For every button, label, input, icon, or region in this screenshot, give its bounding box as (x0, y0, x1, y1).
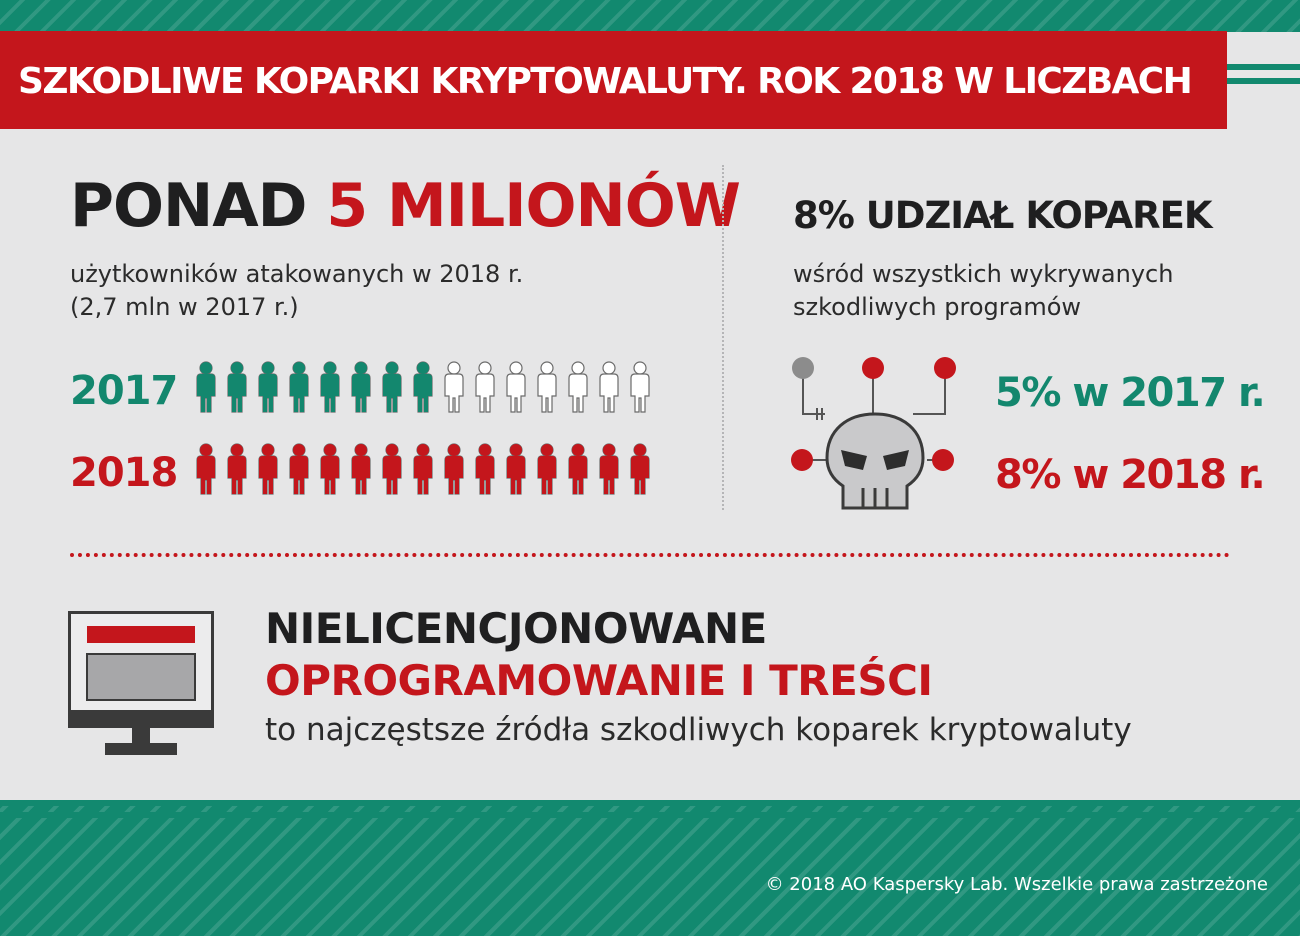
sources-line-2: OPROGRAMOWANIE I TREŚCI (265, 656, 933, 705)
person-icon (352, 362, 370, 412)
page-title: SZKODLIWE KOPARKI KRYPTOWALUTY. ROK 2018… (18, 61, 1193, 102)
person-icon (383, 362, 401, 412)
footer-line (0, 800, 1300, 806)
person-icon (290, 444, 308, 494)
users-subtitle-1: użytkowników atakowanych w 2018 r. (70, 260, 524, 288)
person-icon (507, 444, 525, 494)
person-icon (259, 362, 277, 412)
share-2018: 8% w 2018 r. (995, 452, 1266, 498)
content-panel (0, 32, 1300, 800)
sources-line-3: to najczęstsze źródła szkodliwych kopare… (265, 712, 1132, 748)
skull-circuit-icon (791, 357, 956, 510)
year-label-2017: 2017 (70, 368, 178, 414)
person-icon (631, 444, 649, 494)
copyright: © 2018 AO Kaspersky Lab. Wszelkie prawa … (765, 874, 1268, 895)
person-icon (506, 361, 526, 413)
person-icon (600, 444, 618, 494)
share-subtitle-2: szkodliwych programów (793, 293, 1082, 321)
person-icon (630, 361, 650, 413)
share-subtitle-1: wśród wszystkich wykrywanych (793, 260, 1174, 288)
person-icon (414, 444, 432, 494)
person-icon (538, 444, 556, 494)
person-icon (228, 362, 246, 412)
person-icon (476, 444, 494, 494)
person-icon (197, 444, 215, 494)
person-icon (321, 444, 339, 494)
header-bar (0, 31, 1227, 129)
person-icon (259, 444, 277, 494)
person-icon (445, 444, 463, 494)
sources-line-1: NIELICENCJONOWANE (265, 604, 767, 653)
person-icon (569, 444, 587, 494)
person-icon (475, 361, 495, 413)
person-icon (228, 444, 246, 494)
person-icon (352, 444, 370, 494)
users-headline: PONAD 5 MILIONÓW (70, 170, 741, 242)
person-icon (197, 362, 215, 412)
header-stripe (1227, 78, 1300, 84)
year-label-2018: 2018 (70, 450, 178, 496)
person-icon (290, 362, 308, 412)
person-icon (321, 362, 339, 412)
header-stripe (1227, 64, 1300, 70)
person-icon (414, 362, 432, 412)
vertical-divider (722, 165, 724, 510)
horizontal-divider (70, 553, 1230, 557)
headline-prefix: PONAD (70, 171, 307, 241)
people-row-2018 (196, 443, 650, 495)
person-icon (568, 361, 588, 413)
share-2017: 5% w 2017 r. (995, 370, 1266, 416)
person-icon (444, 361, 464, 413)
people-row-2017 (196, 361, 650, 413)
person-icon (383, 444, 401, 494)
share-title: 8% UDZIAŁ KOPAREK (793, 194, 1213, 237)
person-icon (599, 361, 619, 413)
person-icon (537, 361, 557, 413)
footer-line (0, 812, 1300, 818)
headline-highlight: 5 MILIONÓW (326, 171, 741, 241)
users-subtitle-2: (2,7 mln w 2017 r.) (70, 293, 299, 321)
monitor-icon (68, 611, 214, 755)
